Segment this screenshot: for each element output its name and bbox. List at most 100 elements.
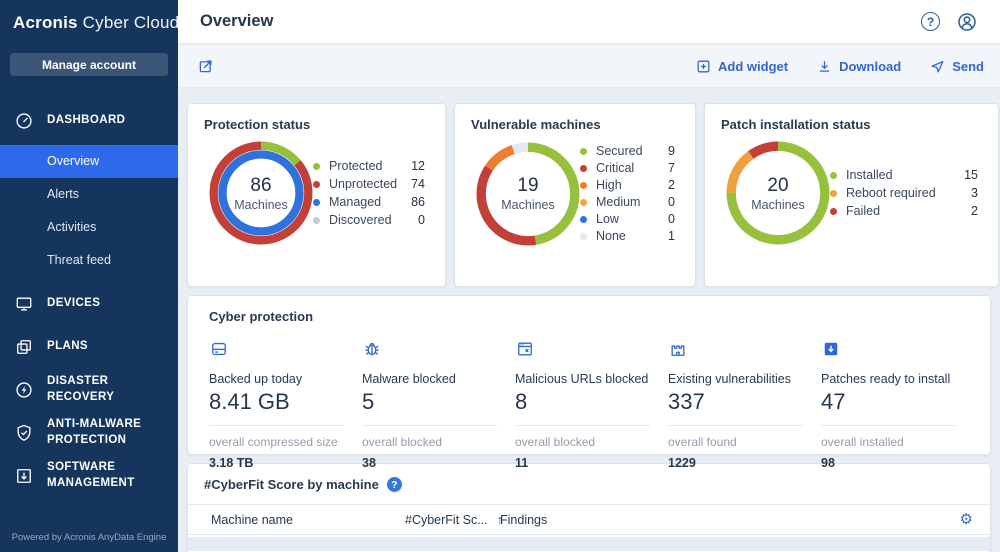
sort-ascending-icon[interactable]: ↑ [496,512,504,527]
header-actions: ? [921,11,978,33]
dashboard-subnav: Overview Alerts Activities Threat feed [0,145,178,277]
account-icon[interactable] [956,11,978,33]
widget-title: #CyberFit Score by machine [204,477,379,492]
legend-item: Installed 15 [830,168,978,182]
legend: Installed 15 Reboot required 3 Failed 2 [830,164,978,222]
legend-dot [830,171,837,179]
sidebar-item-dashboard[interactable]: DASHBOARD [0,105,178,137]
malware-bug-icon [365,342,379,356]
column-header-findings[interactable]: Findings [500,513,548,527]
sidebar-item-label: DEVICES [47,297,101,310]
donut-center-value: 20 [767,174,789,196]
legend-dot [313,180,320,188]
legend-dot [580,198,587,206]
legend-item: Reboot required 3 [830,186,978,200]
acronis-logo: Acronis Cyber Cloud [0,0,180,33]
dashboard-toolbar: Add widget Download Send [178,45,1000,88]
download-icon [819,60,830,72]
shield-check-icon [17,424,31,441]
protection-status-donut: 86 Machines [209,141,313,245]
add-widget-button[interactable]: Add widget [695,58,788,75]
sidebar-item-anti-malware[interactable]: ANTI-MALWARE PROTECTION [0,417,178,449]
vulnerabilities-castle-icon [671,345,685,356]
column-header-cyberfit-score[interactable]: #CyberFit Sc... ↑ [405,512,504,527]
donut-chart [476,142,580,245]
legend-dot [313,216,320,224]
donut-center-label: Machines [751,197,805,212]
cyberfit-table-header: Machine name #CyberFit Sc... ↑ Findings ⚙ [188,504,990,535]
page-title: Overview [200,12,274,30]
toolbar-actions: Add widget Download Send [667,58,984,75]
lightning-circle-icon [16,382,32,398]
stat-malicious-urls-blocked: Malicious URLs blocked 8 overall blocked… [515,339,668,470]
patch-installation-widget: Patch installation status 20 Machines In… [704,103,999,287]
sidebar-item-devices[interactable]: DEVICES [0,288,178,320]
logo-product: Cyber Cloud [82,13,180,32]
legend-item: Low 0 [580,212,675,226]
legend-item: None 1 [580,229,675,243]
sidebar-item-label: PLANS [47,340,88,353]
send-label: Send [952,58,984,74]
legend-item: Failed 2 [830,204,978,218]
widget-title: Vulnerable machines [471,117,601,132]
legend-item: Managed 86 [313,195,425,209]
cyber-protection-stats: Backed up today 8.41 GB overall compress… [209,339,974,470]
legend: Protected 12 Unprotected 74 Managed 86 Disc… [313,155,425,231]
donut-center-value: 86 [250,174,272,196]
download-button[interactable]: Download [816,58,901,75]
sidebar-item-threat-feed[interactable]: Threat feed [47,253,111,267]
donut-center-label: Machines [501,198,555,212]
help-icon[interactable]: ? [921,12,940,31]
open-in-new-window-icon[interactable] [197,57,215,75]
send-icon [931,60,944,72]
widget-title: Protection status [204,117,311,132]
manage-account-button[interactable]: Manage account [10,53,168,76]
send-button[interactable]: Send [929,58,984,75]
sidebar-item-label: DASHBOARD [47,114,126,127]
gauge-icon [16,113,32,129]
donut-center-label: Machines [234,197,288,212]
widget-title: Patch installation status [721,117,871,132]
sidebar-item-overview[interactable]: Overview [0,145,178,178]
legend-item: Secured 9 [580,144,675,158]
sidebar-item-alerts[interactable]: Alerts [47,187,79,201]
legend-dot [313,162,320,170]
patch-install-icon [824,342,838,356]
malicious-url-icon [518,342,532,356]
sidebar-item-software-management[interactable]: SOFTWARE MANAGEMENT [0,460,178,492]
legend-item: Unprotected 74 [313,177,425,191]
donut-widgets-row: Protection status 86 Machines Protected 1… [187,103,999,287]
patch-installation-donut: 20 Machines [726,141,830,245]
column-header-machine-name[interactable]: Machine name [211,513,293,527]
legend-item: Critical 7 [580,161,675,175]
legend-dot [580,147,587,155]
legend-item: High 2 [580,178,675,192]
dashboard-content: Protection status 86 Machines Protected 1… [178,88,1000,552]
vulnerable-machines-widget: Vulnerable machines 19 Machines Secured 9… [454,103,696,287]
powered-by-text: Powered by Acronis AnyData Engine [11,532,167,543]
backup-drive-icon [212,342,226,356]
legend-dot [313,198,320,206]
donut-center-value: 19 [517,175,539,196]
cyberfit-score-widget: #CyberFit Score by machine ? Machine nam… [187,463,991,552]
sidebar-item-label: ANTI-MALWARE PROTECTION [47,418,142,446]
legend-dot [830,207,837,215]
table-row[interactable] [188,537,990,551]
sidebar-item-label: DISASTER RECOVERY [47,375,115,403]
cyberfit-help-icon[interactable]: ? [386,477,402,492]
monitor-icon [16,297,32,311]
sidebar-nav: DASHBOARD Overview Alerts Activities Thr… [0,94,178,492]
sidebar-item-disaster-recovery[interactable]: DISASTER RECOVERY [0,374,178,406]
add-widget-label: Add widget [718,58,789,74]
layers-icon [17,340,31,354]
stat-patches-ready: Patches ready to install 47 overall inst… [821,339,974,470]
legend-item: Discovered 0 [313,213,425,227]
donut-chart [209,141,313,245]
logo-brand: Acronis [13,13,78,32]
legend-item: Protected 12 [313,159,425,173]
table-settings-gear-icon[interactable]: ⚙ [959,511,973,528]
sidebar-item-plans[interactable]: PLANS [0,331,178,363]
legend: Secured 9 Critical 7 High 2 Medium 0 Low 0 No… [580,141,675,246]
sidebar-item-activities[interactable]: Activities [47,220,97,234]
add-widget-icon [697,60,710,72]
